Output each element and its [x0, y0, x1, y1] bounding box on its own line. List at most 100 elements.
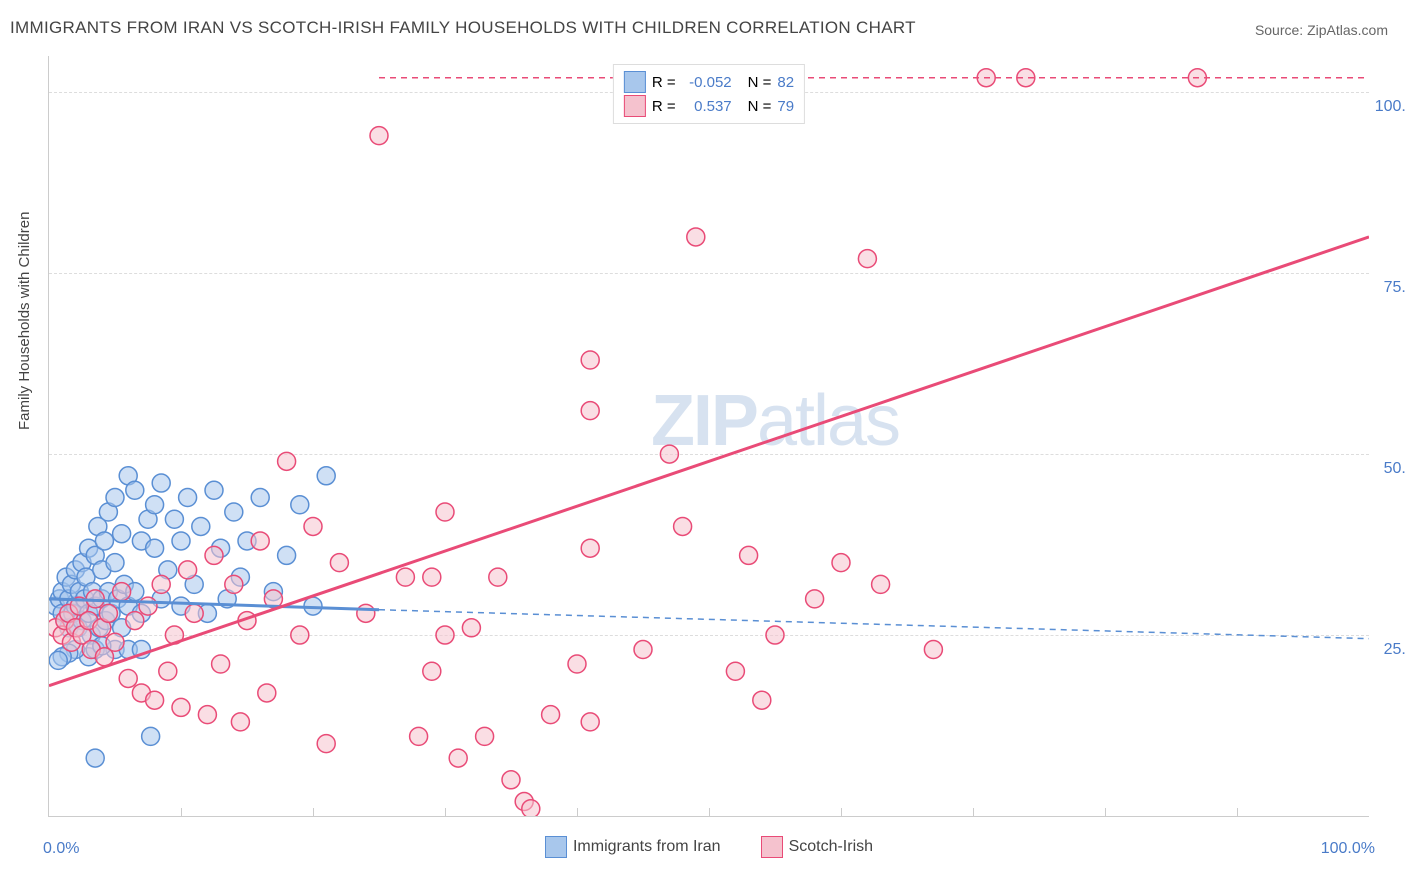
scatter-point [766, 626, 784, 644]
scatter-point [159, 662, 177, 680]
scatter-point [317, 735, 335, 753]
scatter-point [660, 445, 678, 463]
scatter-point [726, 662, 744, 680]
legend-item-iran: Immigrants from Iran [545, 836, 721, 858]
correlation-legend: R = -0.052 N = 82 R = 0.537 N = 79 [613, 64, 805, 124]
scatter-point [225, 575, 243, 593]
scatter-point [370, 127, 388, 145]
scatter-plot-svg [49, 56, 1369, 816]
legend-row-iran: R = -0.052 N = 82 [624, 71, 794, 93]
legend-swatch-iran-bottom [545, 836, 567, 858]
scatter-point [423, 662, 441, 680]
scatter-point [172, 698, 190, 716]
scatter-point [146, 539, 164, 557]
scatter-point [231, 713, 249, 731]
chart-plot-area: ZIPatlas 25.0%50.0%75.0%100.0% R = -0.05… [48, 56, 1369, 817]
scatter-point [832, 554, 850, 572]
scatter-point [179, 489, 197, 507]
scatter-point [568, 655, 586, 673]
scatter-point [113, 583, 131, 601]
scatter-point [139, 597, 157, 615]
scatter-point [522, 800, 540, 816]
scatter-point [806, 590, 824, 608]
scatter-point [304, 517, 322, 535]
scatter-point [146, 496, 164, 514]
scatter-point [858, 250, 876, 268]
scatter-point [436, 503, 454, 521]
y-tick-label: 100.0% [1375, 98, 1406, 116]
scatter-point [423, 568, 441, 586]
scatter-point [687, 228, 705, 246]
x-axis-min: 0.0% [43, 840, 79, 858]
scatter-point [152, 575, 170, 593]
scatter-point [317, 467, 335, 485]
legend-swatch-scotch-irish [624, 95, 646, 117]
trend-line-extrapolated [379, 610, 1369, 639]
scatter-point [502, 771, 520, 789]
chart-title: IMMIGRANTS FROM IRAN VS SCOTCH-IRISH FAM… [10, 18, 916, 38]
r-value-scotch-irish: 0.537 [682, 98, 732, 115]
scatter-point [251, 489, 269, 507]
scatter-point [205, 546, 223, 564]
trend-line [49, 237, 1369, 686]
scatter-point [924, 641, 942, 659]
scatter-point [152, 474, 170, 492]
scatter-point [674, 517, 692, 535]
scatter-point [205, 481, 223, 499]
scatter-point [106, 633, 124, 651]
scatter-point [172, 532, 190, 550]
source-attribution: Source: ZipAtlas.com [1255, 22, 1388, 38]
scatter-point [462, 619, 480, 637]
scatter-point [142, 727, 160, 745]
scatter-point [258, 684, 276, 702]
y-tick-label: 75.0% [1384, 279, 1406, 297]
legend-swatch-iran [624, 71, 646, 93]
scatter-point [165, 510, 183, 528]
scatter-point [119, 669, 137, 687]
scatter-point [581, 539, 599, 557]
legend-label-scotch-irish: Scotch-Irish [789, 838, 873, 856]
scatter-point [330, 554, 348, 572]
y-tick-label: 25.0% [1384, 641, 1406, 659]
scatter-point [198, 706, 216, 724]
scatter-point [449, 749, 467, 767]
scatter-point [476, 727, 494, 745]
scatter-point [278, 546, 296, 564]
legend-swatch-scotch-irish-bottom [761, 836, 783, 858]
scatter-point [86, 749, 104, 767]
x-axis-max: 100.0% [1321, 840, 1375, 858]
scatter-point [278, 452, 296, 470]
scatter-point [95, 532, 113, 550]
scatter-point [251, 532, 269, 550]
scatter-point [581, 402, 599, 420]
scatter-point [542, 706, 560, 724]
scatter-point [581, 713, 599, 731]
scatter-point [212, 655, 230, 673]
scatter-point [99, 604, 117, 622]
n-value-scotch-irish: 79 [777, 98, 794, 115]
scatter-point [634, 641, 652, 659]
scatter-point [225, 503, 243, 521]
scatter-point [126, 612, 144, 630]
scatter-point [126, 481, 144, 499]
scatter-point [106, 489, 124, 507]
legend-item-scotch-irish: Scotch-Irish [761, 836, 873, 858]
scatter-point [192, 517, 210, 535]
scatter-point [740, 546, 758, 564]
scatter-point [357, 604, 375, 622]
scatter-point [146, 691, 164, 709]
scatter-point [185, 604, 203, 622]
scatter-point [49, 651, 67, 669]
legend-label-iran: Immigrants from Iran [573, 838, 721, 856]
n-value-iran: 82 [777, 74, 794, 91]
y-axis-label: Family Households with Children [16, 212, 33, 430]
scatter-point [436, 626, 454, 644]
scatter-point [106, 554, 124, 572]
scatter-point [872, 575, 890, 593]
scatter-point [291, 496, 309, 514]
scatter-point [489, 568, 507, 586]
scatter-point [396, 568, 414, 586]
scatter-point [581, 351, 599, 369]
scatter-point [113, 525, 131, 543]
y-tick-label: 50.0% [1384, 460, 1406, 478]
